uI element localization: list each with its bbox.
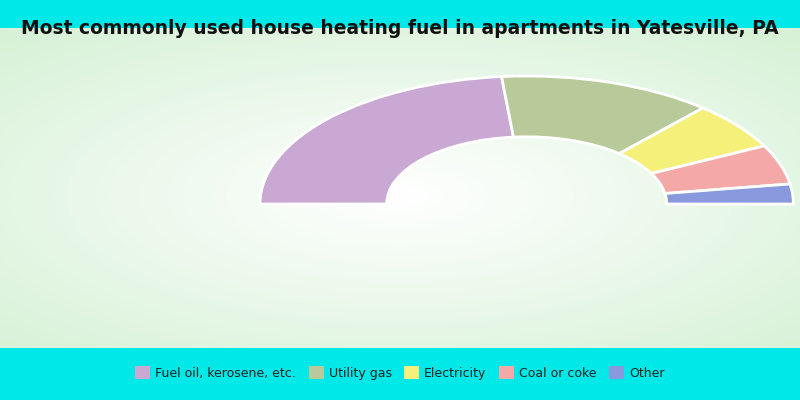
Wedge shape bbox=[665, 184, 794, 204]
Wedge shape bbox=[502, 76, 703, 154]
Legend: Fuel oil, kerosene, etc., Utility gas, Electricity, Coal or coke, Other: Fuel oil, kerosene, etc., Utility gas, E… bbox=[130, 361, 670, 385]
Wedge shape bbox=[651, 146, 790, 194]
Wedge shape bbox=[619, 108, 764, 174]
Text: Most commonly used house heating fuel in apartments in Yatesville, PA: Most commonly used house heating fuel in… bbox=[21, 18, 779, 38]
Wedge shape bbox=[260, 76, 514, 204]
